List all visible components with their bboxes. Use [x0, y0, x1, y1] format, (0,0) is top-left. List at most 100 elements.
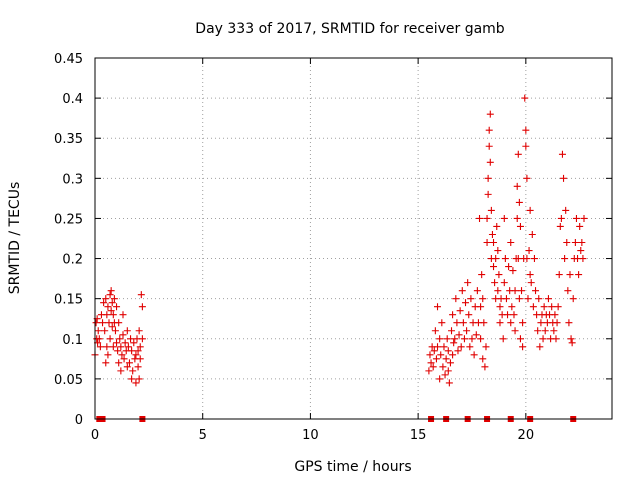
- data-point: [514, 150, 522, 158]
- data-point: [522, 126, 530, 134]
- data-point: [118, 351, 126, 359]
- data-point: [565, 319, 573, 327]
- data-point: [467, 295, 475, 303]
- data-point: [525, 247, 533, 255]
- data-point: [479, 355, 487, 363]
- data-point: [125, 359, 133, 367]
- data-point: [566, 271, 574, 279]
- data-point: [128, 347, 136, 355]
- data-point: [522, 142, 530, 150]
- data-point: [108, 323, 116, 331]
- data-point: [442, 355, 450, 363]
- data-point: [502, 295, 510, 303]
- data-point: [130, 339, 138, 347]
- data-point: [518, 287, 526, 295]
- data-point: [117, 343, 125, 351]
- data-point: [466, 343, 474, 351]
- data-point: [458, 287, 466, 295]
- data-point: [448, 327, 456, 335]
- data-point: [534, 327, 542, 335]
- data-point: [135, 327, 143, 335]
- data-point: [427, 359, 435, 367]
- data-point: [132, 351, 140, 359]
- data-point: [486, 110, 494, 118]
- data-point: [557, 214, 565, 222]
- data-point: [484, 190, 492, 198]
- data-point: [496, 303, 504, 311]
- data-point: [561, 255, 569, 263]
- data-point: [455, 331, 463, 339]
- data-point: [544, 295, 552, 303]
- data-point: [457, 343, 465, 351]
- data-point: [476, 214, 484, 222]
- data-point: [96, 343, 104, 351]
- data-point: [507, 239, 515, 247]
- data-point: [135, 375, 143, 383]
- data-point: [516, 222, 524, 230]
- data-point: [577, 247, 585, 255]
- data-point: [480, 319, 488, 327]
- data-point: [439, 363, 447, 371]
- data-point: [106, 291, 114, 299]
- data-point: [492, 255, 500, 263]
- y-tick-label: 0.3: [62, 172, 83, 187]
- data-point: [523, 174, 531, 182]
- data-point: [102, 295, 110, 303]
- data-point: [495, 271, 503, 279]
- data-point: [470, 351, 478, 359]
- data-point: [501, 255, 509, 263]
- data-point: [519, 343, 527, 351]
- data-point: [521, 94, 529, 102]
- data-point: [121, 339, 129, 347]
- data-point: [431, 327, 439, 335]
- y-tick-label: 0.25: [54, 212, 83, 227]
- data-point: [571, 239, 579, 247]
- data-point: [468, 335, 476, 343]
- data-point: [456, 307, 464, 315]
- data-point: [554, 303, 562, 311]
- data-point: [430, 347, 438, 355]
- data-point: [488, 230, 496, 238]
- data-point: [443, 335, 451, 343]
- data-point: [481, 363, 489, 371]
- grid: [95, 58, 612, 419]
- data-point: [580, 214, 588, 222]
- data-point: [124, 343, 132, 351]
- data-point: [526, 206, 534, 214]
- data-point: [556, 222, 564, 230]
- data-point: [123, 363, 131, 371]
- y-tick-label: 0: [75, 413, 83, 428]
- data-point: [493, 222, 501, 230]
- data-point: [108, 299, 116, 307]
- data-point: [434, 303, 442, 311]
- data-point: [473, 287, 481, 295]
- data-point: [578, 239, 586, 247]
- data-point: [95, 335, 103, 343]
- data-point: [107, 307, 115, 315]
- data-point: [103, 311, 111, 319]
- data-point: [114, 347, 122, 355]
- data-point: [103, 343, 111, 351]
- data-point: [99, 319, 107, 327]
- data-point: [94, 327, 102, 335]
- data-point: [563, 239, 571, 247]
- data-point: [444, 367, 452, 375]
- data-point: [138, 303, 146, 311]
- data-point: [505, 263, 513, 271]
- data-point: [562, 206, 570, 214]
- data-point: [516, 335, 524, 343]
- data-point: [445, 379, 453, 387]
- data-point: [551, 311, 559, 319]
- data-point: [513, 182, 521, 190]
- data-point: [120, 355, 128, 363]
- y-tick-label: 0.2: [62, 253, 83, 268]
- data-point: [477, 303, 485, 311]
- data-point: [106, 335, 114, 343]
- y-tick-label: 0.45: [54, 52, 83, 67]
- data-point: [524, 295, 532, 303]
- y-axis-label: SRMTID / TECUs: [7, 182, 23, 295]
- data-point: [568, 339, 576, 347]
- data-point: [113, 339, 121, 347]
- axis-ticks: 0 0.05 0.1 0.15 0.2 0.25 0.3 0.35 0.4 0.45 0 5 10 15 2…: [54, 52, 612, 443]
